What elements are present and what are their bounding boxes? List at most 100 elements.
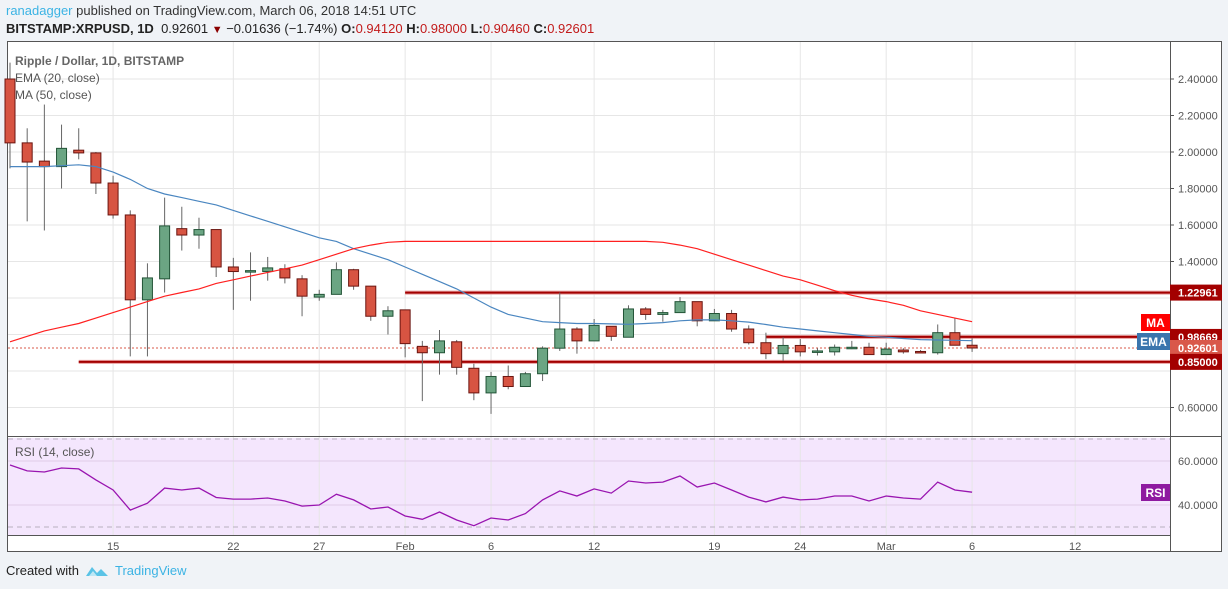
price-label-box — [1170, 284, 1222, 301]
candle-up — [657, 309, 669, 322]
candle-body — [56, 147, 68, 168]
candle-down — [915, 350, 927, 354]
candle-body — [38, 160, 50, 168]
candle-body — [313, 293, 325, 298]
candle-down — [296, 275, 308, 317]
candle-down — [21, 128, 33, 222]
rsi-tick: 40.0000 — [1178, 500, 1218, 512]
last-price: 0.92601 — [161, 21, 209, 36]
legend-rsi[interactable]: RSI (14, close) — [15, 445, 94, 459]
candle-down — [897, 348, 909, 354]
candle-body — [4, 78, 16, 144]
created-with-text: Created with — [6, 563, 79, 578]
candle-body — [915, 350, 927, 354]
candle-body — [245, 270, 257, 273]
symbol-info-bar: BITSTAMP:XRPUSD, 1D 0.92601 ▼ −0.01636 (… — [6, 21, 594, 36]
tradingview-logo-icon — [85, 566, 108, 576]
candle-down — [210, 229, 222, 278]
price-label-text: 1.22961 — [1178, 288, 1218, 300]
candle-body — [124, 214, 136, 301]
price-tick: 1.60000 — [1178, 220, 1218, 232]
candle-up — [159, 197, 171, 293]
low-value: 0.90460 — [482, 21, 530, 36]
date-axis-ticks: 15 22 27 Feb 6 12 19 24 Mar 6 12 — [107, 541, 1081, 553]
candle-down — [640, 307, 652, 320]
candle-body — [777, 344, 789, 355]
open-value: 0.94120 — [355, 21, 403, 36]
price-tick: 2.20000 — [1178, 111, 1218, 123]
ema-tag: EMA — [1137, 333, 1170, 350]
candle-body — [227, 266, 239, 273]
date-tick: 12 — [588, 541, 600, 553]
candle-down — [605, 325, 617, 341]
candle-body — [451, 341, 463, 368]
author-link[interactable]: ranadagger — [6, 3, 73, 18]
price-label-box — [1170, 353, 1222, 370]
ma-line — [9, 240, 973, 343]
candle-body — [811, 350, 823, 353]
candle-down — [760, 332, 772, 360]
candle-body — [760, 342, 772, 355]
candle-up — [56, 124, 68, 189]
price-label-resistance: 1.22961 — [1170, 284, 1222, 301]
close-label: C: — [533, 21, 548, 36]
candle-body — [262, 267, 274, 273]
legend-ema[interactable]: EMA (20, close) — [15, 71, 100, 85]
candle-up — [708, 308, 720, 322]
rsi-tag-text: RSI — [1145, 486, 1165, 500]
ma-tag: MA — [1141, 314, 1170, 331]
candle-body — [640, 308, 652, 315]
candle-body — [434, 340, 445, 354]
candle-body — [571, 328, 583, 342]
candle-down — [743, 325, 755, 345]
candle-body — [176, 228, 188, 236]
candle-down — [107, 175, 119, 219]
candle-body — [296, 278, 308, 297]
candle-body — [794, 344, 806, 353]
candle-body — [657, 312, 669, 315]
candle-up — [846, 340, 858, 350]
price-tick: 0.60000 — [1178, 403, 1218, 415]
candle-body — [588, 324, 600, 342]
candle-body — [193, 229, 205, 236]
candle-body — [863, 346, 875, 356]
candle-up — [193, 217, 205, 249]
candle-body — [382, 310, 394, 317]
candle-body — [537, 347, 549, 375]
price-tick: 2.00000 — [1178, 147, 1218, 159]
tradingview-link[interactable]: TradingView — [114, 563, 187, 578]
date-tick: Feb — [396, 541, 415, 553]
price-label-text: 0.85000 — [1178, 357, 1218, 369]
candle-up — [554, 292, 566, 351]
candle-body — [210, 229, 222, 268]
candle-up — [588, 318, 600, 342]
date-tick: 15 — [107, 541, 119, 553]
candle-body — [279, 268, 291, 279]
date-tick: 12 — [1069, 541, 1081, 553]
legend-ma[interactable]: MA (50, close) — [15, 88, 92, 102]
candle-up — [382, 306, 394, 335]
candle-body — [622, 308, 634, 338]
date-tick: 6 — [488, 541, 494, 553]
down-triangle-icon: ▼ — [211, 24, 223, 36]
price-axis-ticks: 2.40000 2.20000 2.00000 1.80000 1.60000 … — [1178, 74, 1218, 415]
ema-line — [10, 164, 973, 342]
candle-down — [691, 301, 703, 327]
candle-up — [622, 305, 634, 338]
candle-body — [348, 269, 360, 287]
candle-body — [73, 149, 85, 154]
candle-body — [743, 328, 755, 344]
candle-body — [141, 277, 153, 301]
candle-down — [451, 339, 463, 375]
candle-body — [674, 301, 686, 314]
candle-body — [485, 375, 497, 394]
candle-body — [691, 301, 703, 322]
rsi-axis-ticks: 60.0000 40.0000 — [1178, 456, 1218, 512]
candle-up — [811, 348, 823, 356]
candle-up — [141, 263, 153, 357]
candle-down — [468, 363, 480, 401]
candle-up — [674, 297, 686, 314]
candle-down — [4, 62, 16, 169]
candle-body — [949, 332, 961, 346]
